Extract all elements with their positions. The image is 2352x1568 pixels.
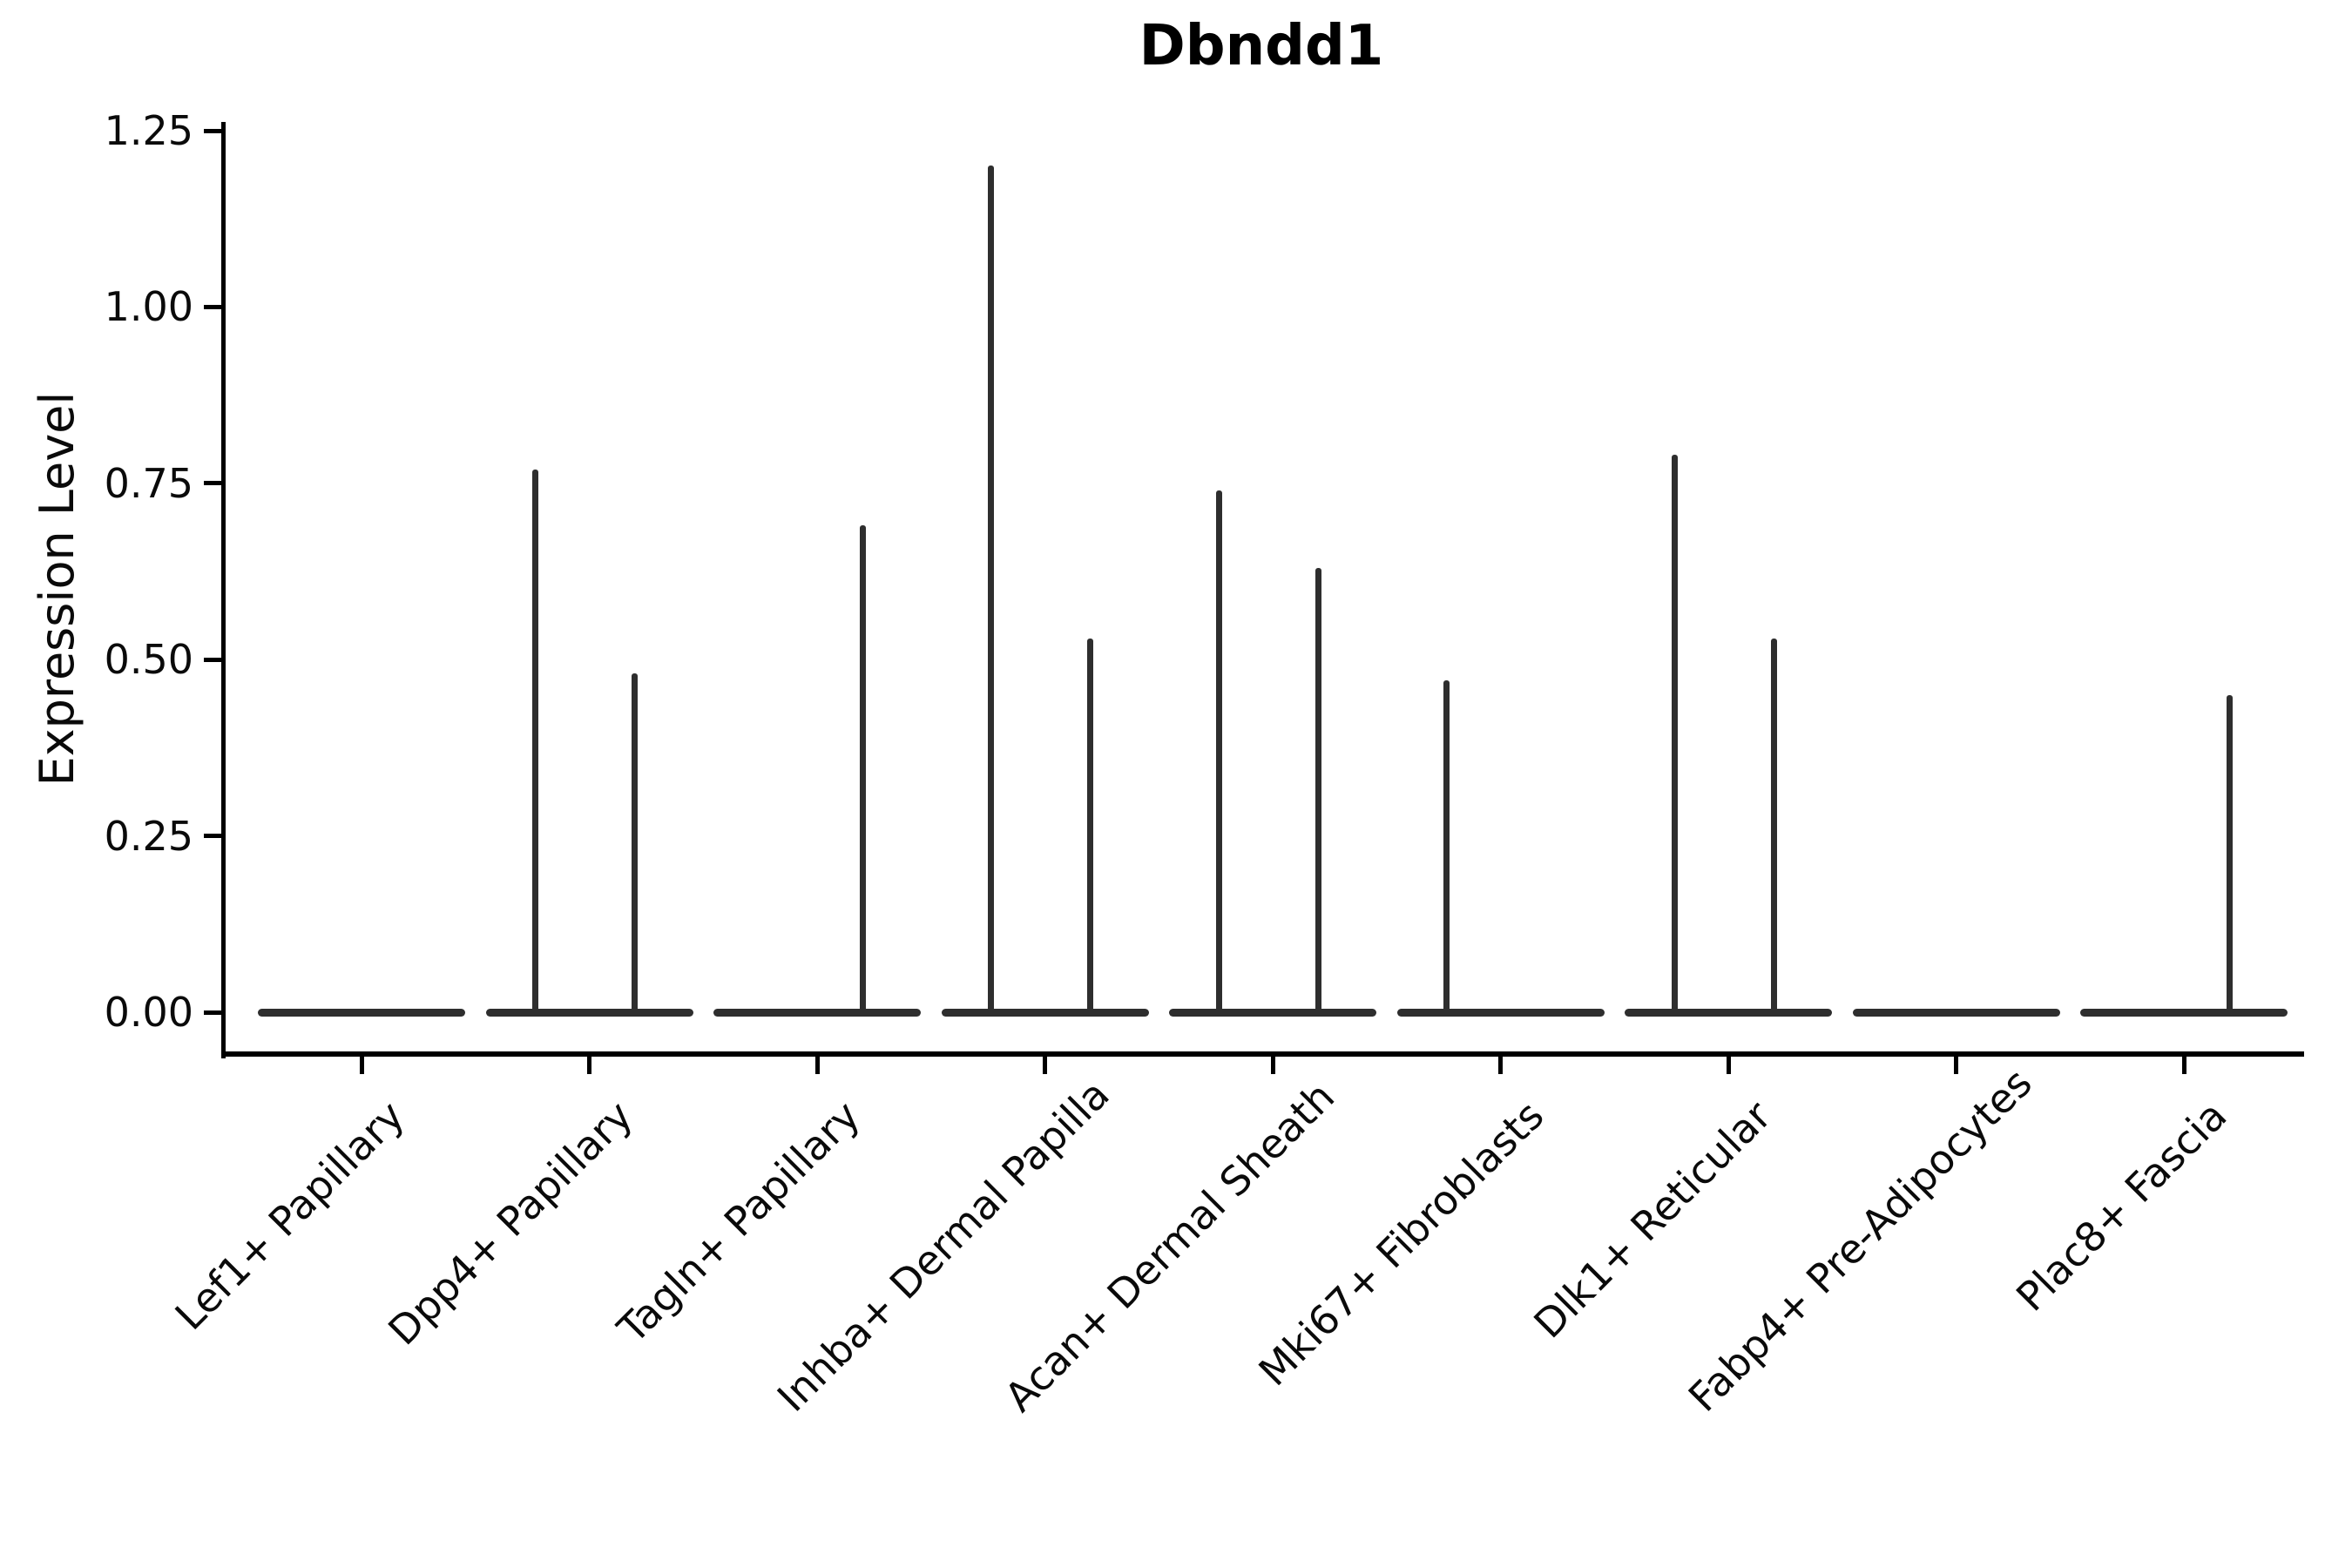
violin-base	[941, 1008, 1149, 1017]
y-axis-spine	[221, 122, 226, 1058]
x-axis-tick	[2181, 1054, 2186, 1074]
y-axis-tick	[204, 1010, 224, 1015]
violin-spike	[1443, 680, 1450, 1012]
y-axis-tick-label: 0.00	[104, 989, 193, 1036]
y-axis-tick	[204, 834, 224, 839]
x-axis-tick	[1270, 1054, 1275, 1074]
y-axis-tick	[204, 657, 224, 662]
y-axis-tick-label: 1.25	[104, 107, 193, 154]
violin-spike	[1087, 638, 1093, 1012]
y-axis-tick	[204, 481, 224, 486]
y-axis-tick	[204, 304, 224, 309]
x-axis-tick	[359, 1054, 364, 1074]
violin-spike	[1215, 490, 1222, 1012]
violin-spike	[1671, 455, 1678, 1012]
violin-spike	[532, 469, 538, 1012]
violin-base	[485, 1008, 693, 1017]
violin-spike	[632, 673, 638, 1012]
x-axis-tick	[1954, 1054, 1958, 1074]
violin-base	[1396, 1008, 1605, 1017]
violin-base	[1169, 1008, 1376, 1017]
x-axis-tick	[814, 1054, 820, 1074]
y-axis-label: Expression Level	[30, 391, 84, 787]
violin-spike	[2226, 694, 2233, 1012]
violin-spike	[859, 525, 866, 1012]
x-axis-tick	[1043, 1054, 1047, 1074]
violin-base	[713, 1008, 921, 1017]
violin-spike	[1770, 638, 1777, 1012]
y-axis-tick-label: 0.50	[104, 636, 193, 684]
x-axis-tick	[1726, 1054, 1731, 1074]
violin-base	[2080, 1008, 2288, 1017]
violin-spike	[988, 166, 994, 1012]
y-axis-tick-label: 1.00	[104, 283, 193, 331]
x-axis-tick	[1498, 1054, 1503, 1074]
x-axis-spine	[221, 1051, 2304, 1057]
x-axis-tick	[587, 1054, 591, 1074]
violin-base	[258, 1008, 465, 1017]
violin-spike	[1315, 567, 1321, 1012]
y-axis-tick-label: 0.75	[104, 459, 193, 507]
violin-base	[1625, 1008, 1832, 1017]
y-axis-tick	[204, 128, 224, 133]
violin-base	[1852, 1008, 2060, 1017]
y-axis-tick-label: 0.25	[104, 812, 193, 860]
chart-title: Dbndd1	[1139, 14, 1384, 78]
